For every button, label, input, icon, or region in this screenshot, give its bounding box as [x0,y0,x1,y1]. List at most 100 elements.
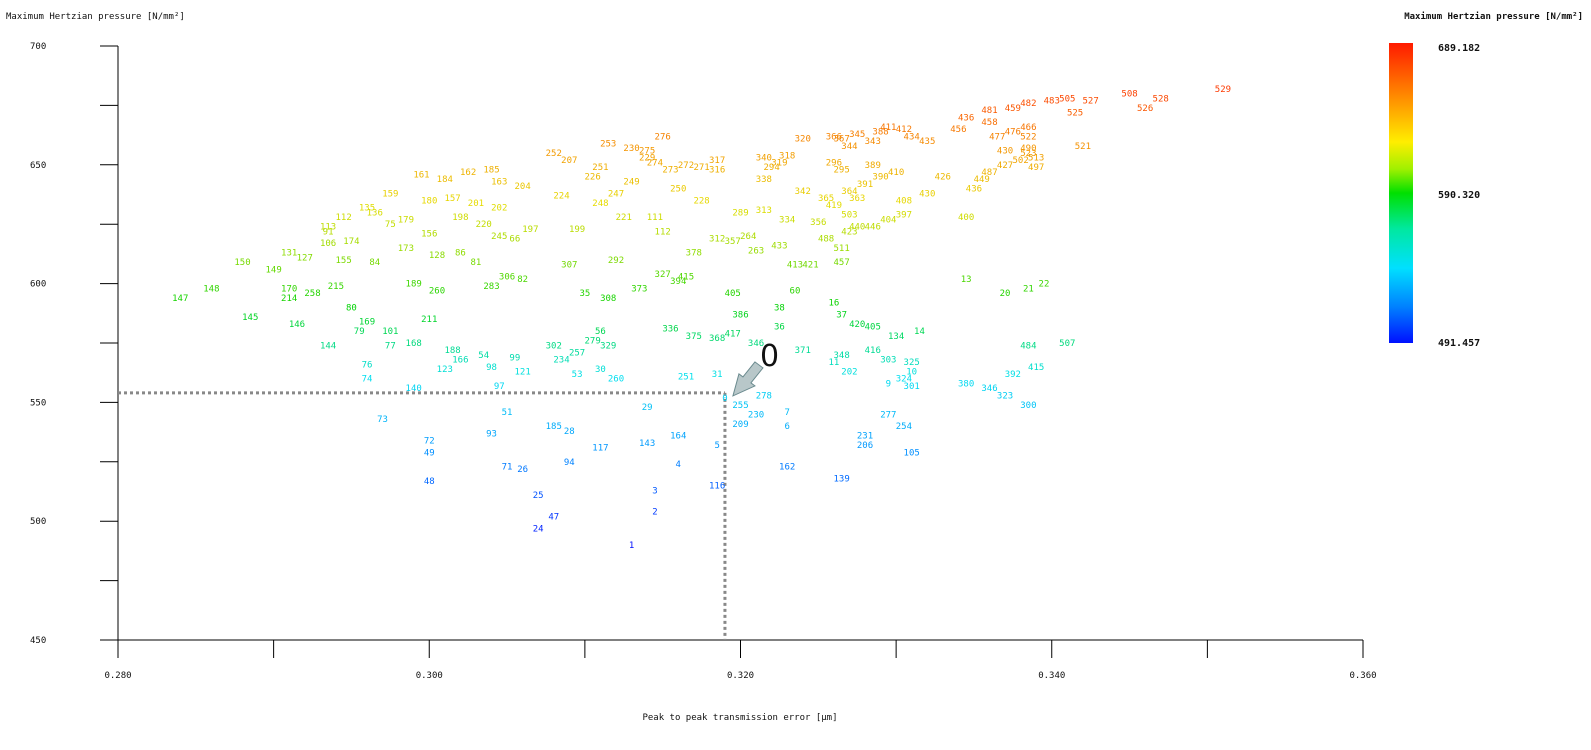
data-point-label: 202 [841,368,857,378]
data-point-label: 224 [553,192,569,202]
y-axis-label: Maximum Hertzian pressure [N/mm²] [6,12,185,22]
data-point-label: 490 [1020,144,1036,154]
data-point-label: 252 [546,149,562,159]
data-point-label: 71 [502,463,513,473]
data-point-label: 248 [592,199,608,209]
data-point-label: 408 [896,196,912,206]
data-point-label: 289 [732,208,748,218]
data-point-label: 140 [406,384,422,394]
x-tick-label: 0.320 [727,671,754,681]
data-point-label: 416 [865,346,881,356]
data-point-label: 251 [678,372,694,382]
data-point-label: 3 [652,486,657,496]
data-point-label: 251 [592,163,608,173]
data-point-label: 400 [958,213,974,223]
data-point-label: 323 [997,391,1013,401]
data-point-label: 356 [810,218,826,228]
data-point-label: 397 [896,211,912,221]
data-point-label: 488 [818,234,834,244]
data-point-label: 419 [826,201,842,211]
data-point-label: 206 [857,441,873,451]
data-point-label: 201 [468,199,484,209]
data-point-label: 231 [857,432,873,442]
data-point-label: 209 [732,420,748,430]
data-point-label: 112 [336,213,352,223]
data-point-label: 340 [756,154,772,164]
data-point-label: 198 [452,213,468,223]
highlight-arrow [732,361,764,397]
data-point-label: 523 [1020,149,1036,159]
data-point-label: 318 [779,151,795,161]
data-point-label: 324 [896,375,912,385]
colorbar [1389,43,1413,343]
data-point-label: 336 [662,325,678,335]
data-point-label: 295 [834,166,850,176]
data-point-label: 484 [1020,341,1036,351]
data-point-label: 420 [849,320,865,330]
data-point-label: 117 [592,444,608,454]
data-point-label: 168 [406,339,422,349]
data-point-label: 48 [424,477,435,487]
data-point-label: 24 [533,524,544,534]
data-point-label: 528 [1153,94,1169,104]
data-point-label: 29 [642,403,653,413]
data-point-label: 112 [655,227,671,237]
data-point-label: 250 [670,185,686,195]
data-point-label: 296 [826,158,842,168]
data-point-label: 179 [398,215,414,225]
data-point-label: 423 [841,227,857,237]
data-point-label: 502 [1012,156,1028,166]
data-point-label: 36 [774,322,785,332]
highlight-point: 0 [722,394,727,404]
data-point-label: 20 [1000,289,1011,299]
data-point-label: 436 [966,185,982,195]
data-point-label: 410 [888,168,904,178]
x-tick-label: 0.340 [1038,671,1065,681]
data-point-label: 456 [950,125,966,135]
data-point-label: 35 [579,289,590,299]
data-point-label: 54 [478,351,489,361]
data-point-label: 342 [795,187,811,197]
data-point-label: 525 [1067,109,1083,119]
data-point-label: 173 [398,244,414,254]
data-point-label: 264 [740,232,756,242]
data-point-label: 37 [836,310,847,320]
data-point-label: 260 [429,287,445,297]
data-point-label: 313 [756,206,772,216]
data-point-label: 440 [849,223,865,233]
data-point-label: 2 [652,508,657,518]
y-tick-label: 700 [30,42,46,52]
data-point-label: 202 [491,204,507,214]
data-point-label: 276 [655,132,671,142]
data-point-label: 411 [880,123,896,133]
data-point-label: 91 [323,227,334,237]
data-point-label: 363 [849,194,865,204]
highlight-label: 0 [760,339,780,374]
data-point-label: 283 [483,282,499,292]
data-point-label: 163 [491,177,507,187]
data-point-label: 6 [784,422,789,432]
data-point-label: 49 [424,448,435,458]
data-point-label: 116 [709,482,725,492]
data-point-label: 53 [572,370,583,380]
data-point-label: 74 [362,375,373,385]
data-point-label: 415 [1028,363,1044,373]
data-point-label: 22 [1039,280,1050,290]
y-tick-label: 550 [30,398,46,408]
data-point-label: 254 [896,422,912,432]
data-point-label: 274 [647,158,663,168]
data-point-label: 16 [828,299,839,309]
data-point-label: 457 [834,258,850,268]
data-point-label: 197 [522,225,538,235]
data-point-label: 123 [437,365,453,375]
data-point-label: 149 [265,265,281,275]
data-point-label: 147 [172,294,188,304]
data-point-label: 344 [841,142,857,152]
data-point-label: 316 [709,166,725,176]
data-point-label: 278 [756,391,772,401]
data-point-label: 306 [499,272,515,282]
data-point-label: 466 [1020,123,1036,133]
data-point-label: 189 [406,280,422,290]
data-point-label: 10 [906,368,917,378]
